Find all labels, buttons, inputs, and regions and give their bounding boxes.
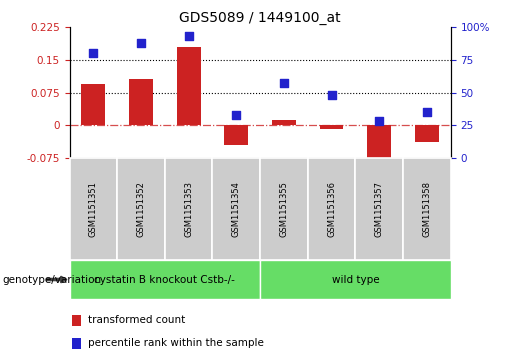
Text: wild type: wild type [332,274,379,285]
Text: transformed count: transformed count [88,315,185,326]
Point [280,81,288,86]
Bar [81,84,105,125]
Bar [415,125,439,142]
Text: cystatin B knockout Cstb-/-: cystatin B knockout Cstb-/- [94,274,235,285]
Text: GSM1151357: GSM1151357 [375,181,384,237]
Text: GSM1151358: GSM1151358 [422,181,431,237]
Text: percentile rank within the sample: percentile rank within the sample [88,338,264,348]
Text: GSM1151354: GSM1151354 [232,181,241,237]
Bar [320,125,344,129]
Point [89,50,97,56]
Point [137,40,145,46]
Text: GSM1151351: GSM1151351 [89,181,98,237]
Point [232,112,241,118]
Text: GSM1151355: GSM1151355 [280,181,288,237]
Point [375,118,383,124]
Bar [129,79,153,125]
Bar [177,47,200,125]
Bar [225,125,248,145]
Point [423,109,431,115]
Bar [367,125,391,164]
Text: genotype/variation: genotype/variation [3,274,101,285]
Text: GSM1151356: GSM1151356 [327,181,336,237]
Point [328,92,336,98]
Point [184,33,193,39]
Bar [272,120,296,125]
Title: GDS5089 / 1449100_at: GDS5089 / 1449100_at [179,11,341,25]
Text: GSM1151352: GSM1151352 [136,181,145,237]
Text: GSM1151353: GSM1151353 [184,181,193,237]
